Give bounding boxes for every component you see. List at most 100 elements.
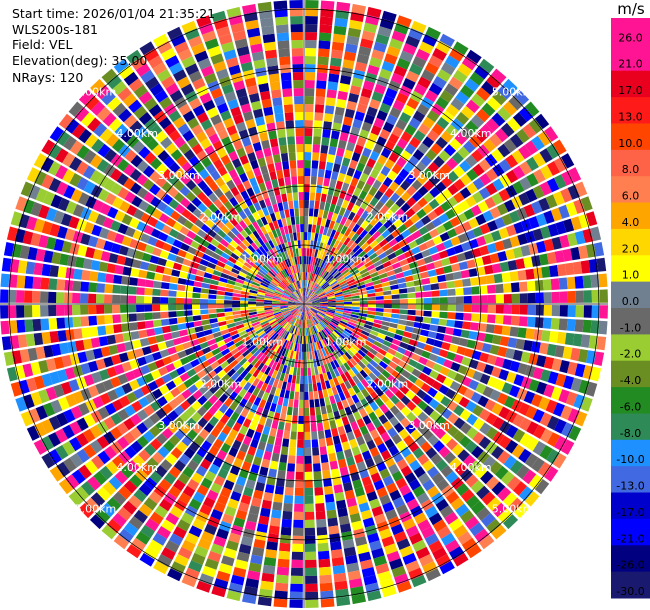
gate-cell (272, 299, 281, 302)
gate-cell (331, 284, 340, 290)
gate-cell (282, 260, 288, 269)
gate-cell (319, 373, 325, 383)
gate-cell (58, 479, 74, 495)
gate-cell (136, 241, 147, 252)
gate-cell (223, 117, 235, 129)
gate-cell (306, 288, 310, 297)
gate-cell (330, 361, 337, 370)
gate-cell (567, 184, 580, 200)
gate-cell (140, 384, 152, 396)
gate-cell (338, 82, 350, 93)
gate-cell (453, 430, 466, 443)
gate-cell (319, 305, 328, 308)
gate-cell (378, 348, 387, 356)
gate-cell (212, 331, 222, 338)
gate-cell (237, 343, 246, 351)
gate-cell (410, 384, 421, 395)
gate-cell (226, 6, 242, 18)
gate-cell (379, 204, 390, 215)
gate-cell (197, 355, 207, 364)
gate-cell (173, 460, 186, 472)
gate-cell (415, 236, 425, 246)
gate-cell (288, 398, 294, 408)
gate-cell (183, 236, 193, 246)
gate-cell (152, 532, 167, 546)
gate-cell (344, 248, 352, 257)
gate-cell (200, 314, 210, 320)
gate-cell (199, 258, 209, 267)
gate-cell (314, 249, 319, 258)
gate-cell (384, 389, 395, 399)
gate-cell (410, 167, 422, 179)
gate-cell (266, 349, 274, 358)
gate-cell (359, 154, 369, 165)
gate-cell (199, 22, 214, 35)
gate-cell (288, 305, 297, 309)
gate-cell (546, 177, 560, 193)
gate-cell (532, 441, 546, 456)
gate-cell (314, 315, 321, 322)
gate-cell (43, 191, 56, 206)
gate-cell (188, 97, 202, 110)
gate-cell (331, 318, 340, 324)
gate-cell (304, 296, 305, 304)
gate-cell (304, 304, 307, 312)
gate-cell (366, 6, 382, 18)
gate-cell (241, 336, 251, 343)
gate-cell (250, 43, 263, 54)
gate-cell (461, 537, 477, 552)
gate-cell (310, 415, 316, 424)
gate-cell (180, 356, 190, 366)
gate-cell (192, 298, 201, 304)
gate-cell (300, 264, 303, 273)
gate-cell (130, 331, 140, 340)
gate-cell (251, 497, 262, 508)
gate-cell (395, 272, 405, 279)
gate-cell (326, 325, 334, 333)
gate-cell (273, 154, 281, 163)
gate-cell (364, 193, 374, 204)
gate-cell (314, 285, 320, 293)
gate-cell (439, 89, 454, 103)
gate-cell (319, 304, 328, 307)
gate-cell (227, 98, 239, 110)
gate-cell (398, 239, 408, 248)
gate-cell (185, 279, 195, 286)
gate-cell (149, 83, 164, 97)
gate-cell (336, 223, 344, 233)
gate-cell (211, 585, 227, 598)
gate-cell (269, 460, 279, 470)
gate-cell (304, 208, 309, 217)
gate-cell (445, 471, 459, 484)
gate-cell (554, 157, 568, 173)
gate-cell (423, 291, 432, 298)
gate-cell (123, 114, 138, 128)
gate-cell (264, 304, 272, 306)
gate-cell (543, 356, 555, 370)
gate-cell (210, 279, 219, 286)
gate-cell (226, 125, 238, 136)
gate-cell (458, 200, 470, 212)
gate-cell (410, 213, 421, 224)
gate-cell (390, 405, 400, 416)
gate-cell (346, 100, 357, 111)
gate-cell (40, 157, 54, 173)
gate-cell (240, 294, 249, 298)
gate-cell (409, 459, 421, 472)
gate-cell (304, 136, 313, 145)
gate-cell (330, 257, 337, 265)
gate-cell (255, 273, 264, 280)
gate-cell (328, 452, 337, 462)
gate-cell (359, 443, 369, 454)
gate-cell (367, 64, 380, 76)
gate-cell (259, 318, 268, 324)
gate-cell (284, 259, 290, 268)
gate-cell (297, 240, 301, 249)
gate-cell (332, 248, 339, 257)
gate-cell (302, 320, 304, 328)
gate-cell (197, 336, 207, 344)
colorbar-tick-label: -30.0 (616, 585, 644, 598)
gate-cell (483, 233, 494, 244)
gate-cell (257, 362, 265, 371)
gate-cell (155, 265, 165, 274)
